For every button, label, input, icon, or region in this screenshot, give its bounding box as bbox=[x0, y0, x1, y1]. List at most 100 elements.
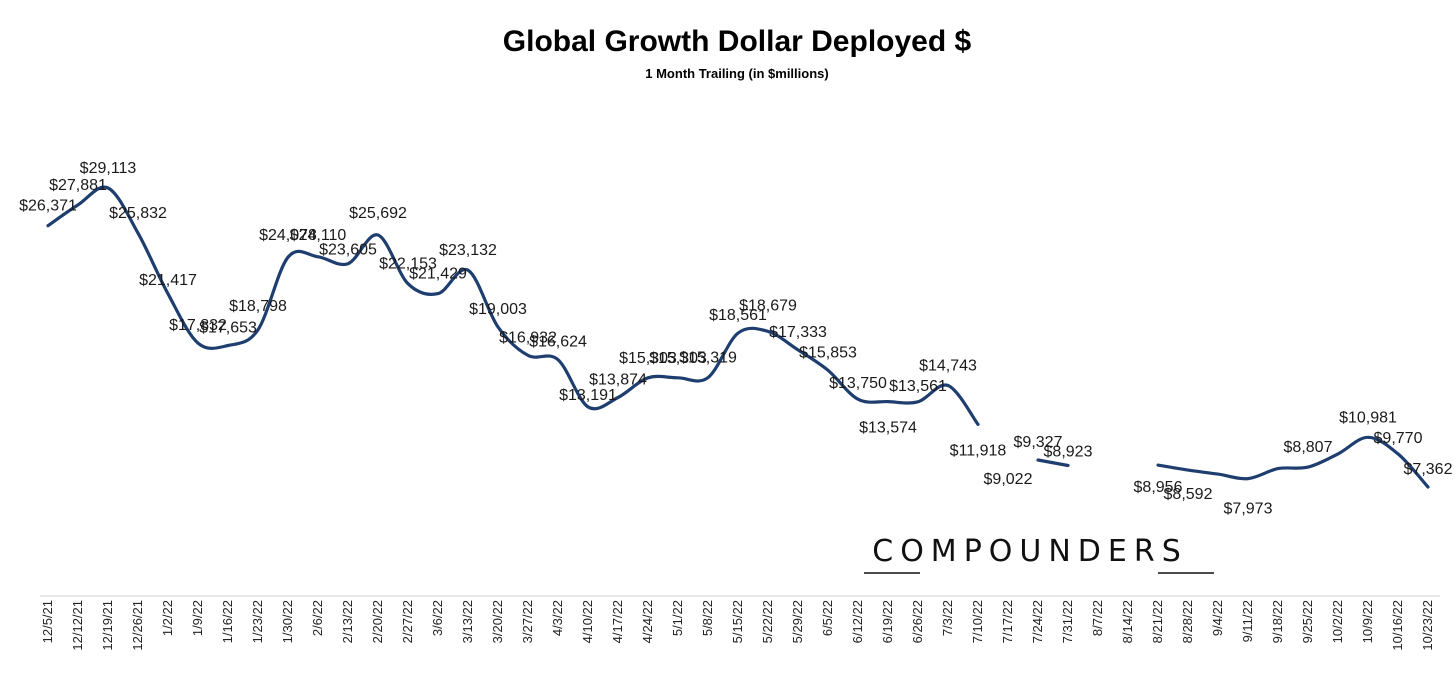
data-label-5-22-22: $18,679 bbox=[739, 297, 797, 314]
x-tick-5-8-22: 5/8/22 bbox=[700, 600, 715, 636]
data-label-5-29-22: $17,333 bbox=[769, 324, 827, 341]
data-label-3-6-22: $21,429 bbox=[409, 266, 467, 283]
data-label-3-13-22: $23,132 bbox=[439, 242, 497, 259]
x-tick-8-7-22: 8/7/22 bbox=[1090, 600, 1105, 636]
x-tick-6-26-22: 6/26/22 bbox=[910, 600, 925, 643]
x-tick-3-27-22: 3/27/22 bbox=[520, 600, 535, 643]
x-tick-5-29-22: 5/29/22 bbox=[790, 600, 805, 643]
x-tick-9-11-22: 9/11/22 bbox=[1240, 600, 1255, 642]
x-tick-1-2-22: 1/2/22 bbox=[160, 600, 175, 636]
data-label-9-25-22: $8,807 bbox=[1284, 439, 1333, 456]
x-tick-7-31-22: 7/31/22 bbox=[1060, 600, 1075, 643]
data-label-7-10-22: $11,918 bbox=[950, 442, 1007, 459]
x-tick-1-23-22: 1/23/22 bbox=[250, 600, 265, 643]
x-tick-7-24-22: 7/24/22 bbox=[1030, 600, 1045, 643]
x-tick-2-6-22: 2/6/22 bbox=[310, 600, 325, 636]
series-layer bbox=[46, 185, 1430, 489]
x-tick-5-1-22: 5/1/22 bbox=[670, 600, 685, 636]
x-tick-10-9-22: 10/9/22 bbox=[1360, 600, 1375, 643]
x-tick-5-22-22: 5/22/22 bbox=[760, 600, 775, 643]
x-tick-2-20-22: 2/20/22 bbox=[370, 600, 385, 643]
x-tick-3-6-22: 3/6/22 bbox=[430, 600, 445, 636]
x-tick-4-17-22: 4/17/22 bbox=[610, 600, 625, 643]
x-tick-8-21-22: 8/21/22 bbox=[1150, 600, 1165, 643]
x-tick-12-12-21: 12/12/21 bbox=[70, 600, 85, 651]
x-tick-12-26-21: 12/26/21 bbox=[130, 600, 145, 651]
data-label-10-23-22: $7,362 bbox=[1404, 461, 1453, 478]
data-label-7-24-22: $9,327 bbox=[1014, 434, 1063, 451]
data-label-10-9-22: $10,981 bbox=[1339, 409, 1397, 426]
x-tick-3-20-22: 3/20/22 bbox=[490, 600, 505, 643]
x-tick-8-14-22: 8/14/22 bbox=[1120, 600, 1135, 643]
x-tick-1-30-22: 1/30/22 bbox=[280, 600, 295, 643]
data-label-2-13-22: $23,605 bbox=[319, 242, 377, 259]
data-label-4-24-22: $15,303 bbox=[619, 350, 677, 367]
data-label-1-2-22: $21,417 bbox=[139, 272, 197, 289]
data-label-8-21-22: $8,956 bbox=[1134, 479, 1183, 496]
x-tick-6-5-22: 6/5/22 bbox=[820, 600, 835, 636]
x-tick-9-25-22: 9/25/22 bbox=[1300, 600, 1315, 643]
x-tick-6-19-22: 6/19/22 bbox=[880, 600, 895, 643]
data-label-7-31-22: $8,923 bbox=[1044, 444, 1093, 461]
x-tick-2-13-22: 2/13/22 bbox=[340, 600, 355, 643]
x-tick-4-24-22: 4/24/22 bbox=[640, 600, 655, 643]
data-label-8-28-22: $8,592 bbox=[1164, 486, 1213, 503]
x-tick-9-18-22: 9/18/22 bbox=[1270, 600, 1285, 643]
data-label-10-16-22: $9,770 bbox=[1374, 430, 1423, 447]
data-label-4-10-22: $13,191 bbox=[559, 387, 617, 404]
data-label-3-27-22: $16,932 bbox=[499, 329, 557, 346]
data-label-1-30-22: $24,078 bbox=[259, 227, 317, 244]
x-tick-8-28-22: 8/28/22 bbox=[1180, 600, 1195, 643]
data-label-12-5-21: $26,371 bbox=[19, 198, 77, 215]
series-line-segment-2 bbox=[1036, 458, 1070, 468]
x-tick-2-27-22: 2/27/22 bbox=[400, 600, 415, 643]
watermark-text: COMPOUNDERS bbox=[872, 534, 1188, 569]
data-label-6-5-22: $15,853 bbox=[799, 344, 857, 361]
x-tick-4-3-22: 4/3/22 bbox=[550, 600, 565, 636]
x-tick-4-10-22: 4/10/22 bbox=[580, 600, 595, 643]
data-label-1-9-22: $17,832 bbox=[169, 317, 227, 334]
x-tick-7-10-22: 7/10/22 bbox=[970, 600, 985, 643]
data-label-2-6-22: $24,110 bbox=[290, 227, 347, 244]
data-label-6-19-22: $13,574 bbox=[859, 420, 917, 437]
data-labels: $26,371 $27,881$29,113 $25,832 $21,417 $17,8… bbox=[19, 160, 1452, 518]
data-label-2-20-22: $25,692 bbox=[349, 205, 407, 222]
x-tick-10-16-22: 10/16/22 bbox=[1390, 600, 1405, 651]
data-label-6-12-22: $13,750 bbox=[829, 375, 887, 392]
data-label-1-16-22: $17,653 bbox=[199, 320, 257, 337]
data-label-1-23-22: $18,798 bbox=[229, 298, 287, 315]
x-tick-10-23-22: 10/23/22 bbox=[1420, 600, 1435, 651]
data-label-12-12-21: $27,881 bbox=[49, 177, 107, 194]
x-tick-3-13-22: 3/13/22 bbox=[460, 600, 475, 643]
data-label-12-19-21: $29,113 bbox=[80, 160, 137, 177]
data-label-2-27-22: $22,153 bbox=[379, 256, 437, 273]
x-tick-labels: 12/5/21 12/12/21 12/19/21 12/26/21 1/2/22 1/9… bbox=[40, 600, 1435, 651]
data-label-12-26-21: $25,832 bbox=[109, 205, 167, 222]
x-tick-12-5-21: 12/5/21 bbox=[40, 600, 55, 643]
data-label-4-3-22: $16,624 bbox=[529, 334, 587, 351]
chart-title: Global Growth Dollar Deployed $ bbox=[503, 25, 972, 58]
x-tick-5-15-22: 5/15/22 bbox=[730, 600, 745, 643]
x-tick-7-17-22: 7/17/22 bbox=[1000, 600, 1015, 643]
x-tick-9-4-22: 9/4/22 bbox=[1210, 600, 1225, 636]
data-label-7-3-22: $14,743 bbox=[919, 358, 977, 375]
chart-subtitle: 1 Month Trailing (in $millions) bbox=[645, 66, 828, 81]
data-label-6-26-22: $13,561 bbox=[889, 378, 947, 395]
data-label-5-1-22: $15,303 bbox=[649, 350, 707, 367]
data-label-4-17-22: $13,874 bbox=[589, 372, 647, 389]
data-label-5-8-22: $15,319 bbox=[679, 350, 737, 367]
data-label-5-15-22: $18,561 bbox=[709, 307, 767, 324]
x-tick-10-2-22: 10/2/22 bbox=[1330, 600, 1345, 643]
data-label-3-20-22: $19,003 bbox=[469, 301, 527, 318]
x-tick-7-3-22: 7/3/22 bbox=[940, 600, 955, 636]
x-tick-12-19-21: 12/19/21 bbox=[100, 600, 115, 651]
x-tick-6-12-22: 6/12/22 bbox=[850, 600, 865, 643]
data-label-9-11-22: $7,973 bbox=[1224, 501, 1273, 518]
series-line-segment-3 bbox=[1156, 435, 1430, 489]
data-label-7-17-22: $9,022 bbox=[984, 471, 1033, 488]
x-tick-1-9-22: 1/9/22 bbox=[190, 600, 205, 636]
watermark: COMPOUNDERS bbox=[864, 534, 1214, 574]
x-tick-1-16-22: 1/16/22 bbox=[220, 600, 235, 643]
series-line-segment-1 bbox=[46, 185, 980, 426]
